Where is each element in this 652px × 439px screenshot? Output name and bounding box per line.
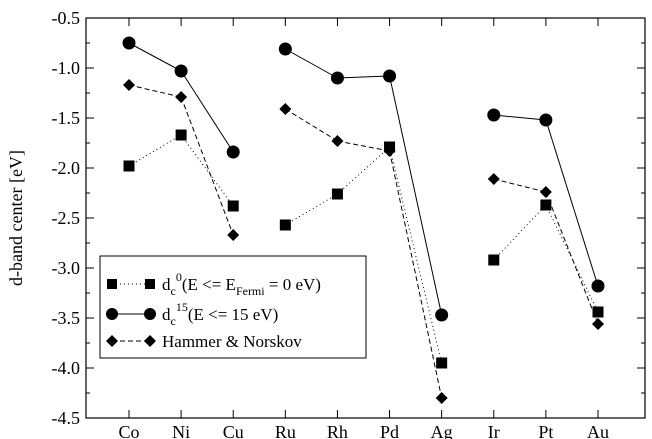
legend-label-dc15: dc15(E <= 15 eV)	[162, 300, 278, 328]
x-tick-label: Cu	[223, 422, 244, 439]
y-tick-label: -2.5	[52, 208, 81, 228]
series-line-segment	[180, 96, 234, 236]
legend-label-dc0: dc0(E <= EFermi = 0 eV)	[162, 270, 321, 298]
y-tick-label: -3.5	[52, 308, 81, 328]
data-point-circle	[226, 145, 240, 159]
series-line-segment	[285, 48, 338, 79]
data-point-square	[488, 254, 500, 266]
data-point-circle	[383, 69, 397, 83]
series-line-segment	[493, 204, 547, 261]
x-tick-label: Ag	[431, 422, 453, 439]
x-tick-label: Au	[587, 422, 609, 439]
data-point-circle	[174, 64, 188, 78]
series-1	[122, 36, 605, 322]
data-point-diamond	[331, 135, 344, 147]
data-point-square	[331, 188, 343, 200]
data-point-square	[279, 219, 291, 231]
legend: dc0(E <= EFermi = 0 eV) dc15(E <= 15 eV)…	[99, 255, 367, 359]
data-point-circle	[330, 71, 344, 85]
legend-item-hammer-norskov: Hammer & Norskov	[106, 332, 302, 351]
series-line-segment	[128, 42, 182, 72]
y-tick-label: -4.5	[52, 408, 81, 428]
series-line-segment	[545, 204, 599, 313]
x-tick-label: Pd	[380, 422, 399, 439]
data-point-diamond	[227, 229, 240, 241]
series-layer	[122, 36, 605, 404]
legend-marker-dc15	[144, 308, 156, 320]
data-point-diamond	[592, 318, 604, 330]
legend-marker-dc15	[106, 308, 118, 320]
data-point-circle	[539, 113, 553, 127]
data-point-diamond	[383, 145, 396, 157]
legend-marker-hammer-norskov	[106, 335, 118, 347]
data-point-diamond	[539, 186, 552, 198]
series-line-segment	[337, 75, 390, 79]
data-point-square	[592, 306, 604, 318]
series-line-segment	[337, 146, 390, 195]
data-point-square	[175, 129, 187, 141]
y-tick-label: -4.0	[52, 358, 81, 378]
y-tick-label: -1.5	[52, 108, 81, 128]
data-point-square	[540, 199, 552, 211]
y-axis: -4.5 -4.0 -3.5 -3.0 -2.5 -2.0 -1.5 -1.0 -0.5	[52, 8, 645, 428]
x-tick-label: Co	[118, 422, 139, 439]
data-point-circle	[487, 108, 501, 122]
x-tick-label: Ir	[488, 422, 500, 439]
x-tick-label: Ru	[275, 422, 296, 439]
y-tick-label: -1.0	[52, 58, 81, 78]
data-point-square	[227, 200, 239, 212]
y-tick-label: -3.0	[52, 258, 81, 278]
legend-label-hammer-norskov: Hammer & Norskov	[162, 332, 302, 351]
data-point-diamond	[279, 103, 292, 115]
y-axis-label: d-band center [eV]	[6, 150, 26, 286]
series-line-segment	[493, 178, 547, 193]
series-2	[123, 79, 604, 404]
x-tick-label: Ni	[172, 422, 190, 439]
y-tick-label: -2.0	[52, 158, 81, 178]
data-point-square	[436, 357, 448, 369]
data-point-square	[123, 160, 135, 172]
data-point-diamond	[123, 79, 135, 91]
data-point-diamond	[487, 173, 500, 185]
data-point-diamond	[175, 91, 188, 103]
series-line-segment	[337, 140, 390, 152]
y-tick-label: -0.5	[52, 8, 81, 28]
x-axis: Co Ni Cu Ru Rh Pd Ag Ir Pt Au	[118, 18, 609, 439]
data-point-circle	[591, 279, 605, 293]
data-point-diamond	[435, 392, 448, 404]
data-point-circle	[435, 308, 449, 322]
series-line-segment	[389, 146, 443, 364]
series-line-segment	[285, 193, 338, 226]
series-line-segment	[180, 70, 234, 153]
legend-marker-dc0	[107, 279, 117, 289]
series-line-segment	[389, 75, 443, 316]
legend-item-dc15: dc15(E <= 15 eV)	[106, 300, 278, 328]
series-line-segment	[180, 134, 234, 207]
series-line-segment	[285, 108, 338, 142]
series-line-segment	[545, 191, 599, 325]
series-line-segment	[389, 150, 443, 399]
data-point-circle	[122, 36, 136, 50]
series-line-segment	[128, 84, 182, 98]
series-line-segment	[128, 134, 182, 167]
legend-item-dc0: dc0(E <= EFermi = 0 eV)	[107, 270, 321, 298]
x-tick-label: Pt	[538, 422, 553, 439]
data-point-circle	[278, 42, 292, 56]
legend-box	[99, 255, 367, 359]
legend-marker-hammer-norskov	[144, 335, 156, 347]
legend-marker-dc0	[145, 279, 155, 289]
x-tick-label: Rh	[327, 422, 348, 439]
series-line-segment	[545, 119, 599, 287]
series-line-segment	[493, 114, 546, 121]
